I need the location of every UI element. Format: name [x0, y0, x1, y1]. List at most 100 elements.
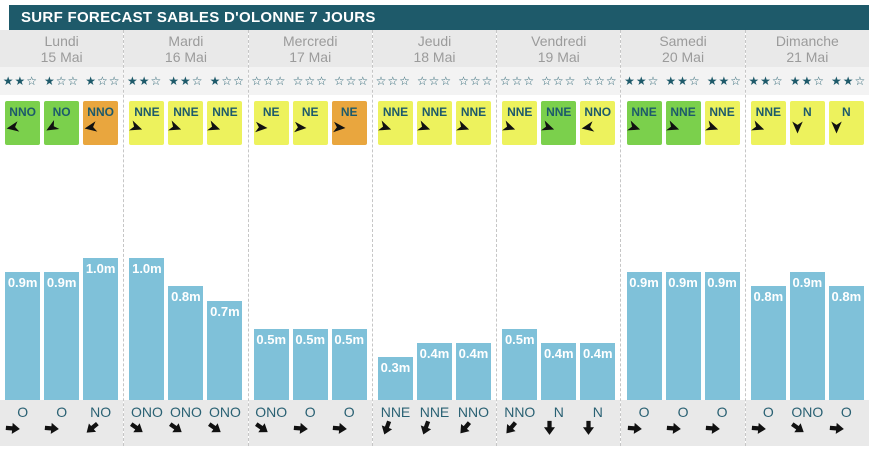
- wind-direction-arrow-icon: [790, 120, 825, 135]
- wave-height-value: 0.5m: [334, 332, 365, 347]
- wind-cell: NE: [253, 101, 289, 145]
- wind-direction-arrow-icon: [5, 120, 40, 135]
- wave-height-chart: 1.0m 0.8m 0.7m: [124, 151, 248, 400]
- swell-direction-arrow-icon: [5, 420, 40, 437]
- star-group: ★★☆: [830, 74, 867, 88]
- swell-direction-label: ONO: [169, 404, 202, 420]
- swell-direction-arrow-icon: [751, 420, 786, 437]
- swell-direction-label: O: [304, 404, 316, 420]
- star-group: ☆☆☆: [375, 74, 411, 88]
- swell-cell: O: [666, 404, 701, 437]
- swell-direction-arrow-icon: [541, 420, 576, 437]
- day-header: Lundi 15 Mai: [0, 30, 124, 67]
- wave-height-bar: 0.9m: [665, 272, 701, 400]
- day-column: Lundi 15 Mai ★★☆ ★☆☆ ★☆☆ NNO NO NNO 0.9m 0.9m 1.0m…: [0, 30, 125, 446]
- wave-height-value: 0.9m: [629, 275, 659, 290]
- wind-direction-label: NNE: [134, 105, 160, 119]
- wave-height-value: 0.4m: [582, 346, 613, 361]
- wind-direction-label: NNE: [755, 105, 781, 119]
- surf-forecast-widget: SURF FORECAST SABLES D'OLONNE 7 JOURS Lu…: [0, 5, 869, 451]
- wave-height-value: 0.9m: [792, 275, 823, 290]
- swell-cell: O: [705, 404, 740, 437]
- wave-height-value: 0.9m: [707, 275, 737, 290]
- wave-height-value: 0.4m: [543, 346, 574, 361]
- wind-cell: N: [789, 101, 825, 145]
- wind-direction-arrow-icon: [626, 120, 662, 135]
- day-date: 19 Mai: [537, 49, 580, 65]
- swell-direction-label: O: [762, 404, 774, 420]
- star-group: ☆☆☆: [541, 74, 577, 88]
- wind-cell: NNE: [455, 101, 491, 145]
- swell-cell: O: [5, 404, 40, 437]
- day-header: Jeudi 18 Mai: [372, 30, 497, 67]
- wind-cell: NNE: [541, 101, 577, 145]
- swell-direction-label: NNO: [457, 404, 490, 420]
- day-date: 20 Mai: [662, 49, 705, 65]
- day-column: Jeudi 18 Mai ☆☆☆ ☆☆☆ ☆☆☆ NNE NNE NNE 0.3m 0.4m 0.4…: [372, 30, 498, 446]
- star-rating: ★★☆ ★☆☆ ★☆☆: [0, 67, 124, 95]
- swell-direction-arrow-icon: [790, 420, 825, 437]
- day-header: Mercredi 17 Mai: [248, 30, 372, 67]
- wave-height-chart: 0.8m 0.9m 0.8m: [745, 151, 869, 400]
- wave-height-value: 0.9m: [46, 275, 77, 290]
- wind-direction-label: NNE: [709, 105, 735, 119]
- wave-height-bar: 0.9m: [626, 272, 662, 400]
- swell-direction-arrow-icon: [456, 420, 491, 437]
- day-column: Mercredi 17 Mai ☆☆☆ ☆☆☆ ☆☆☆ NE NE NE 0.5m 0.5m 0.5…: [248, 30, 373, 446]
- wave-height-value: 0.8m: [831, 289, 862, 304]
- wind-cell: NNE: [129, 101, 165, 145]
- star-rating: ☆☆☆ ☆☆☆ ☆☆☆: [497, 67, 621, 95]
- forecast-board: Lundi 15 Mai ★★☆ ★☆☆ ★☆☆ NNO NO NNO 0.9m 0.9m 1.0m…: [0, 30, 869, 446]
- wind-direction-arrow-icon: [502, 120, 537, 135]
- swell-direction-label: O: [716, 404, 728, 420]
- swell-cell: NNO: [456, 404, 491, 437]
- day-header: Dimanche 21 Mai: [745, 30, 869, 67]
- swell-direction-arrow-icon: [207, 420, 242, 437]
- swell-direction-label: NO: [90, 404, 112, 420]
- wave-height-value: 0.9m: [668, 275, 698, 290]
- wind-row: NNE NNE NNE: [372, 95, 497, 151]
- wind-cell: NNO: [580, 101, 616, 145]
- swell-cell: N: [580, 404, 615, 437]
- swell-direction-label: NNE: [419, 404, 450, 420]
- swell-direction-arrow-icon: [129, 420, 164, 437]
- wave-height-bar: 0.4m: [416, 343, 452, 400]
- swell-direction-label: O: [56, 404, 68, 420]
- wave-height-chart: 0.9m 0.9m 1.0m: [0, 151, 124, 400]
- wave-height-chart: 0.3m 0.4m 0.4m: [372, 151, 497, 400]
- wind-direction-arrow-icon: [207, 120, 242, 135]
- day-name: Jeudi: [417, 33, 452, 49]
- wind-direction-arrow-icon: [129, 120, 164, 135]
- wind-direction-arrow-icon: [293, 120, 328, 135]
- swell-row: ONO O O: [248, 400, 372, 446]
- day-date: 21 Mai: [786, 49, 829, 65]
- wind-direction-label: NNE: [212, 105, 238, 119]
- swell-row: NNE NNE NNO: [372, 400, 497, 446]
- swell-direction-arrow-icon: [666, 420, 701, 437]
- wind-direction-label: NNO: [9, 105, 36, 119]
- swell-direction-label: N: [553, 404, 564, 420]
- wind-cell: NNE: [168, 101, 204, 145]
- day-header: Mardi 16 Mai: [124, 30, 248, 67]
- star-group: ★☆☆: [85, 74, 121, 88]
- wave-height-value: 0.7m: [210, 304, 240, 319]
- wave-height-bar: 0.7m: [207, 301, 243, 400]
- star-group: ★★☆: [789, 74, 825, 88]
- swell-cell: NNO: [502, 404, 537, 437]
- swell-cell: O: [627, 404, 662, 437]
- wave-height-value: 0.4m: [419, 346, 450, 361]
- day-date: 15 Mai: [40, 49, 83, 65]
- wind-direction-label: N: [802, 105, 812, 119]
- wave-height-bar: 0.9m: [5, 272, 41, 400]
- swell-direction-arrow-icon: [293, 420, 328, 437]
- swell-direction-label: O: [343, 404, 355, 420]
- day-name: Lundi: [44, 33, 79, 49]
- star-group: ★★☆: [665, 74, 701, 88]
- swell-cell: NO: [83, 404, 118, 437]
- wind-direction-label: NNE: [670, 105, 696, 119]
- day-header: Vendredi 19 Mai: [497, 30, 621, 67]
- wave-height-bar: 0.4m: [455, 343, 491, 400]
- wind-row: NNE N N: [745, 95, 869, 151]
- wave-height-bar: 0.9m: [704, 272, 740, 400]
